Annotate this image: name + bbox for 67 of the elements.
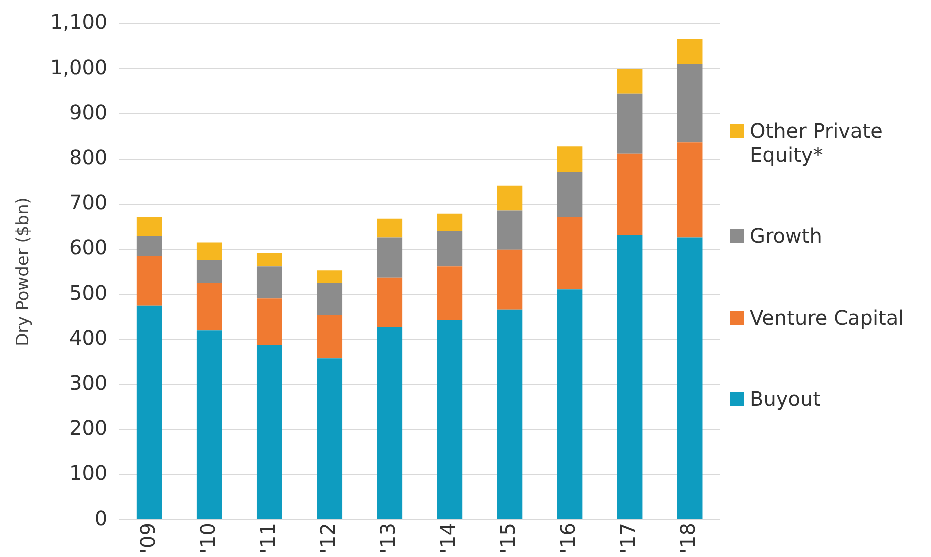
bar (437, 320, 463, 520)
bar (677, 64, 703, 143)
bar (377, 218, 403, 238)
bar (136, 217, 162, 236)
y-tick-label: 100 (69, 461, 108, 486)
y-tick-label: 1,000 (50, 55, 108, 80)
y-tick-label: 0 (94, 506, 108, 530)
bar (317, 315, 343, 359)
bar (196, 242, 222, 260)
bar (497, 210, 523, 250)
bar (437, 214, 463, 232)
bar (196, 330, 222, 520)
x-tick-label: '11 (256, 523, 280, 554)
x-tick-label: '12 (316, 523, 340, 554)
y-tick-label: 400 (69, 326, 108, 350)
bar (497, 186, 523, 211)
bar (557, 146, 583, 172)
bar (677, 142, 703, 238)
bar (317, 358, 343, 520)
x-tick-label: '17 (616, 523, 640, 554)
x-tick-label: '14 (436, 523, 460, 554)
bar (377, 278, 403, 328)
y-tick-label: 900 (69, 100, 108, 124)
bar (136, 306, 162, 520)
bar (136, 236, 162, 256)
legend-label: Growth (750, 224, 822, 248)
bar (317, 283, 343, 316)
bar (617, 236, 643, 520)
bar (256, 345, 282, 520)
bar (677, 238, 703, 520)
y-tick-label: 700 (69, 190, 108, 215)
y-tick-label: 1,100 (50, 10, 108, 34)
x-tick-label: '16 (556, 523, 580, 554)
bar (557, 172, 583, 218)
bar (497, 250, 523, 310)
bar (617, 154, 643, 236)
bar (317, 270, 343, 284)
y-tick-label: 200 (69, 416, 108, 440)
bar (196, 283, 222, 331)
bar (437, 231, 463, 267)
bar (256, 298, 282, 346)
bar (557, 217, 583, 290)
y-tick-label: 600 (69, 236, 108, 260)
bar (617, 94, 643, 154)
bar (256, 266, 282, 299)
bar (377, 238, 403, 278)
bar (557, 290, 583, 520)
x-tick-label: '18 (676, 523, 700, 554)
bar (497, 310, 523, 520)
y-axis-title: Dry Powder ($bn) (14, 198, 34, 346)
bar (196, 260, 222, 284)
y-tick-label: 800 (69, 145, 108, 170)
x-tick-label: '15 (496, 523, 520, 554)
x-tick-label: '10 (196, 523, 220, 554)
bar (256, 253, 282, 267)
y-tick-label: 500 (69, 280, 108, 305)
x-tick-label: '09 (136, 523, 160, 554)
legend-label: Buyout (750, 387, 821, 412)
legend-label: Other Private Equity* (750, 118, 884, 167)
x-tick-label: '13 (376, 523, 400, 554)
bar (437, 266, 463, 320)
bar (136, 256, 162, 306)
bar (677, 39, 703, 64)
bar (377, 327, 403, 520)
legend-label: Venture Capital (750, 306, 904, 330)
y-tick-label: 300 (69, 370, 108, 395)
bar (617, 69, 643, 94)
